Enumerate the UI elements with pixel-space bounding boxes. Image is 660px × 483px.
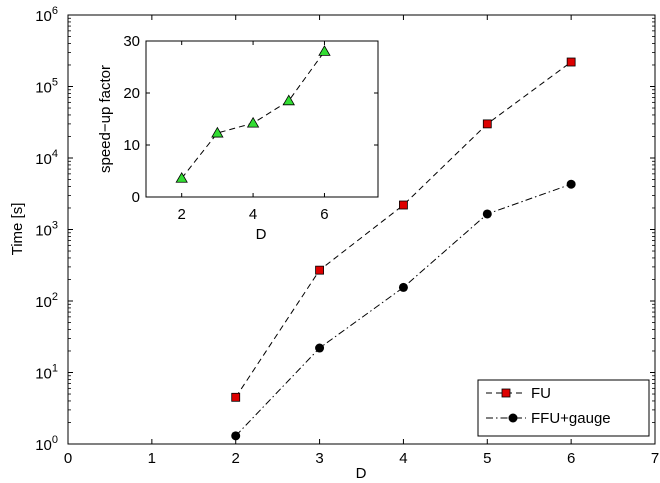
fu-data-point xyxy=(315,265,324,275)
inset-chart: 2 4 6 0 10 20 30 D speed−up factor xyxy=(97,33,379,243)
ffu-gauge-data-point xyxy=(231,431,241,441)
main-x-axis: 0 1 2 3 4 5 6 7 xyxy=(64,15,659,467)
legend-box xyxy=(477,379,650,437)
legend-label-ffu: FFU+gauge xyxy=(531,410,611,427)
ffu-gauge-data-point xyxy=(398,282,408,292)
main-y-tick-label: 103 xyxy=(35,220,58,240)
inset-x-tick-label: 2 xyxy=(178,206,186,223)
inset-y-tick-label: 10 xyxy=(123,137,140,154)
main-y-tick-label: 102 xyxy=(35,291,58,311)
ffu-gauge-data-point xyxy=(482,209,492,219)
main-series-lines xyxy=(235,61,572,437)
ffu-gauge-data-point xyxy=(566,179,576,189)
main-x-tick-label: 1 xyxy=(148,450,156,467)
ffu-gauge-data-point xyxy=(315,343,325,353)
main-series-markers xyxy=(231,57,576,441)
main-y-tick-label: 100 xyxy=(35,434,58,454)
legend-marker-fu xyxy=(501,388,511,398)
legend: FU FFU+gauge xyxy=(477,379,650,437)
inset-y-tick-label: 20 xyxy=(123,85,140,102)
main-series-line xyxy=(235,61,572,398)
speedup-data-point xyxy=(282,94,295,106)
main-y-axis-label: Time [s] xyxy=(9,203,26,256)
speedup-data-point xyxy=(318,45,331,56)
inset-y-tick-label: 0 xyxy=(132,189,140,206)
inset-x-axis-label: D xyxy=(256,226,267,243)
main-y-tick-label: 105 xyxy=(35,77,58,97)
inset-y-tick-label: 30 xyxy=(123,33,140,50)
main-x-tick-label: 3 xyxy=(315,450,323,467)
speedup-data-point xyxy=(211,126,224,138)
fu-data-point xyxy=(566,57,576,67)
main-x-tick-label: 0 xyxy=(64,450,72,467)
inset-x-tick-label: 6 xyxy=(320,206,328,223)
inset-plot-area xyxy=(145,40,379,198)
main-x-tick-label: 2 xyxy=(232,450,240,467)
inset-x-axis: 2 4 6 xyxy=(178,41,329,223)
inset-y-axis-label: speed−up factor xyxy=(97,65,114,173)
speedup-data-point xyxy=(246,116,260,128)
inset-y-axis: 0 10 20 30 xyxy=(123,33,378,206)
inset-series-markers xyxy=(175,45,331,183)
legend-label-fu: FU xyxy=(531,385,551,402)
main-x-tick-label: 6 xyxy=(567,450,575,467)
legend-marker-ffu xyxy=(508,413,518,423)
main-y-tick-label: 101 xyxy=(35,363,58,383)
main-x-tick-label: 4 xyxy=(399,450,407,467)
main-x-tick-label: 5 xyxy=(483,450,491,467)
main-y-tick-label: 106 xyxy=(35,5,58,25)
main-series-line xyxy=(235,183,572,437)
main-x-tick-label: 7 xyxy=(651,450,659,467)
fu-data-point xyxy=(482,119,492,129)
main-y-tick-label: 104 xyxy=(35,148,58,168)
speedup-data-point xyxy=(175,171,188,183)
fu-data-point xyxy=(399,200,408,210)
fu-data-point xyxy=(231,392,241,402)
main-x-axis-label: D xyxy=(356,465,367,482)
inset-x-tick-label: 4 xyxy=(249,206,257,223)
